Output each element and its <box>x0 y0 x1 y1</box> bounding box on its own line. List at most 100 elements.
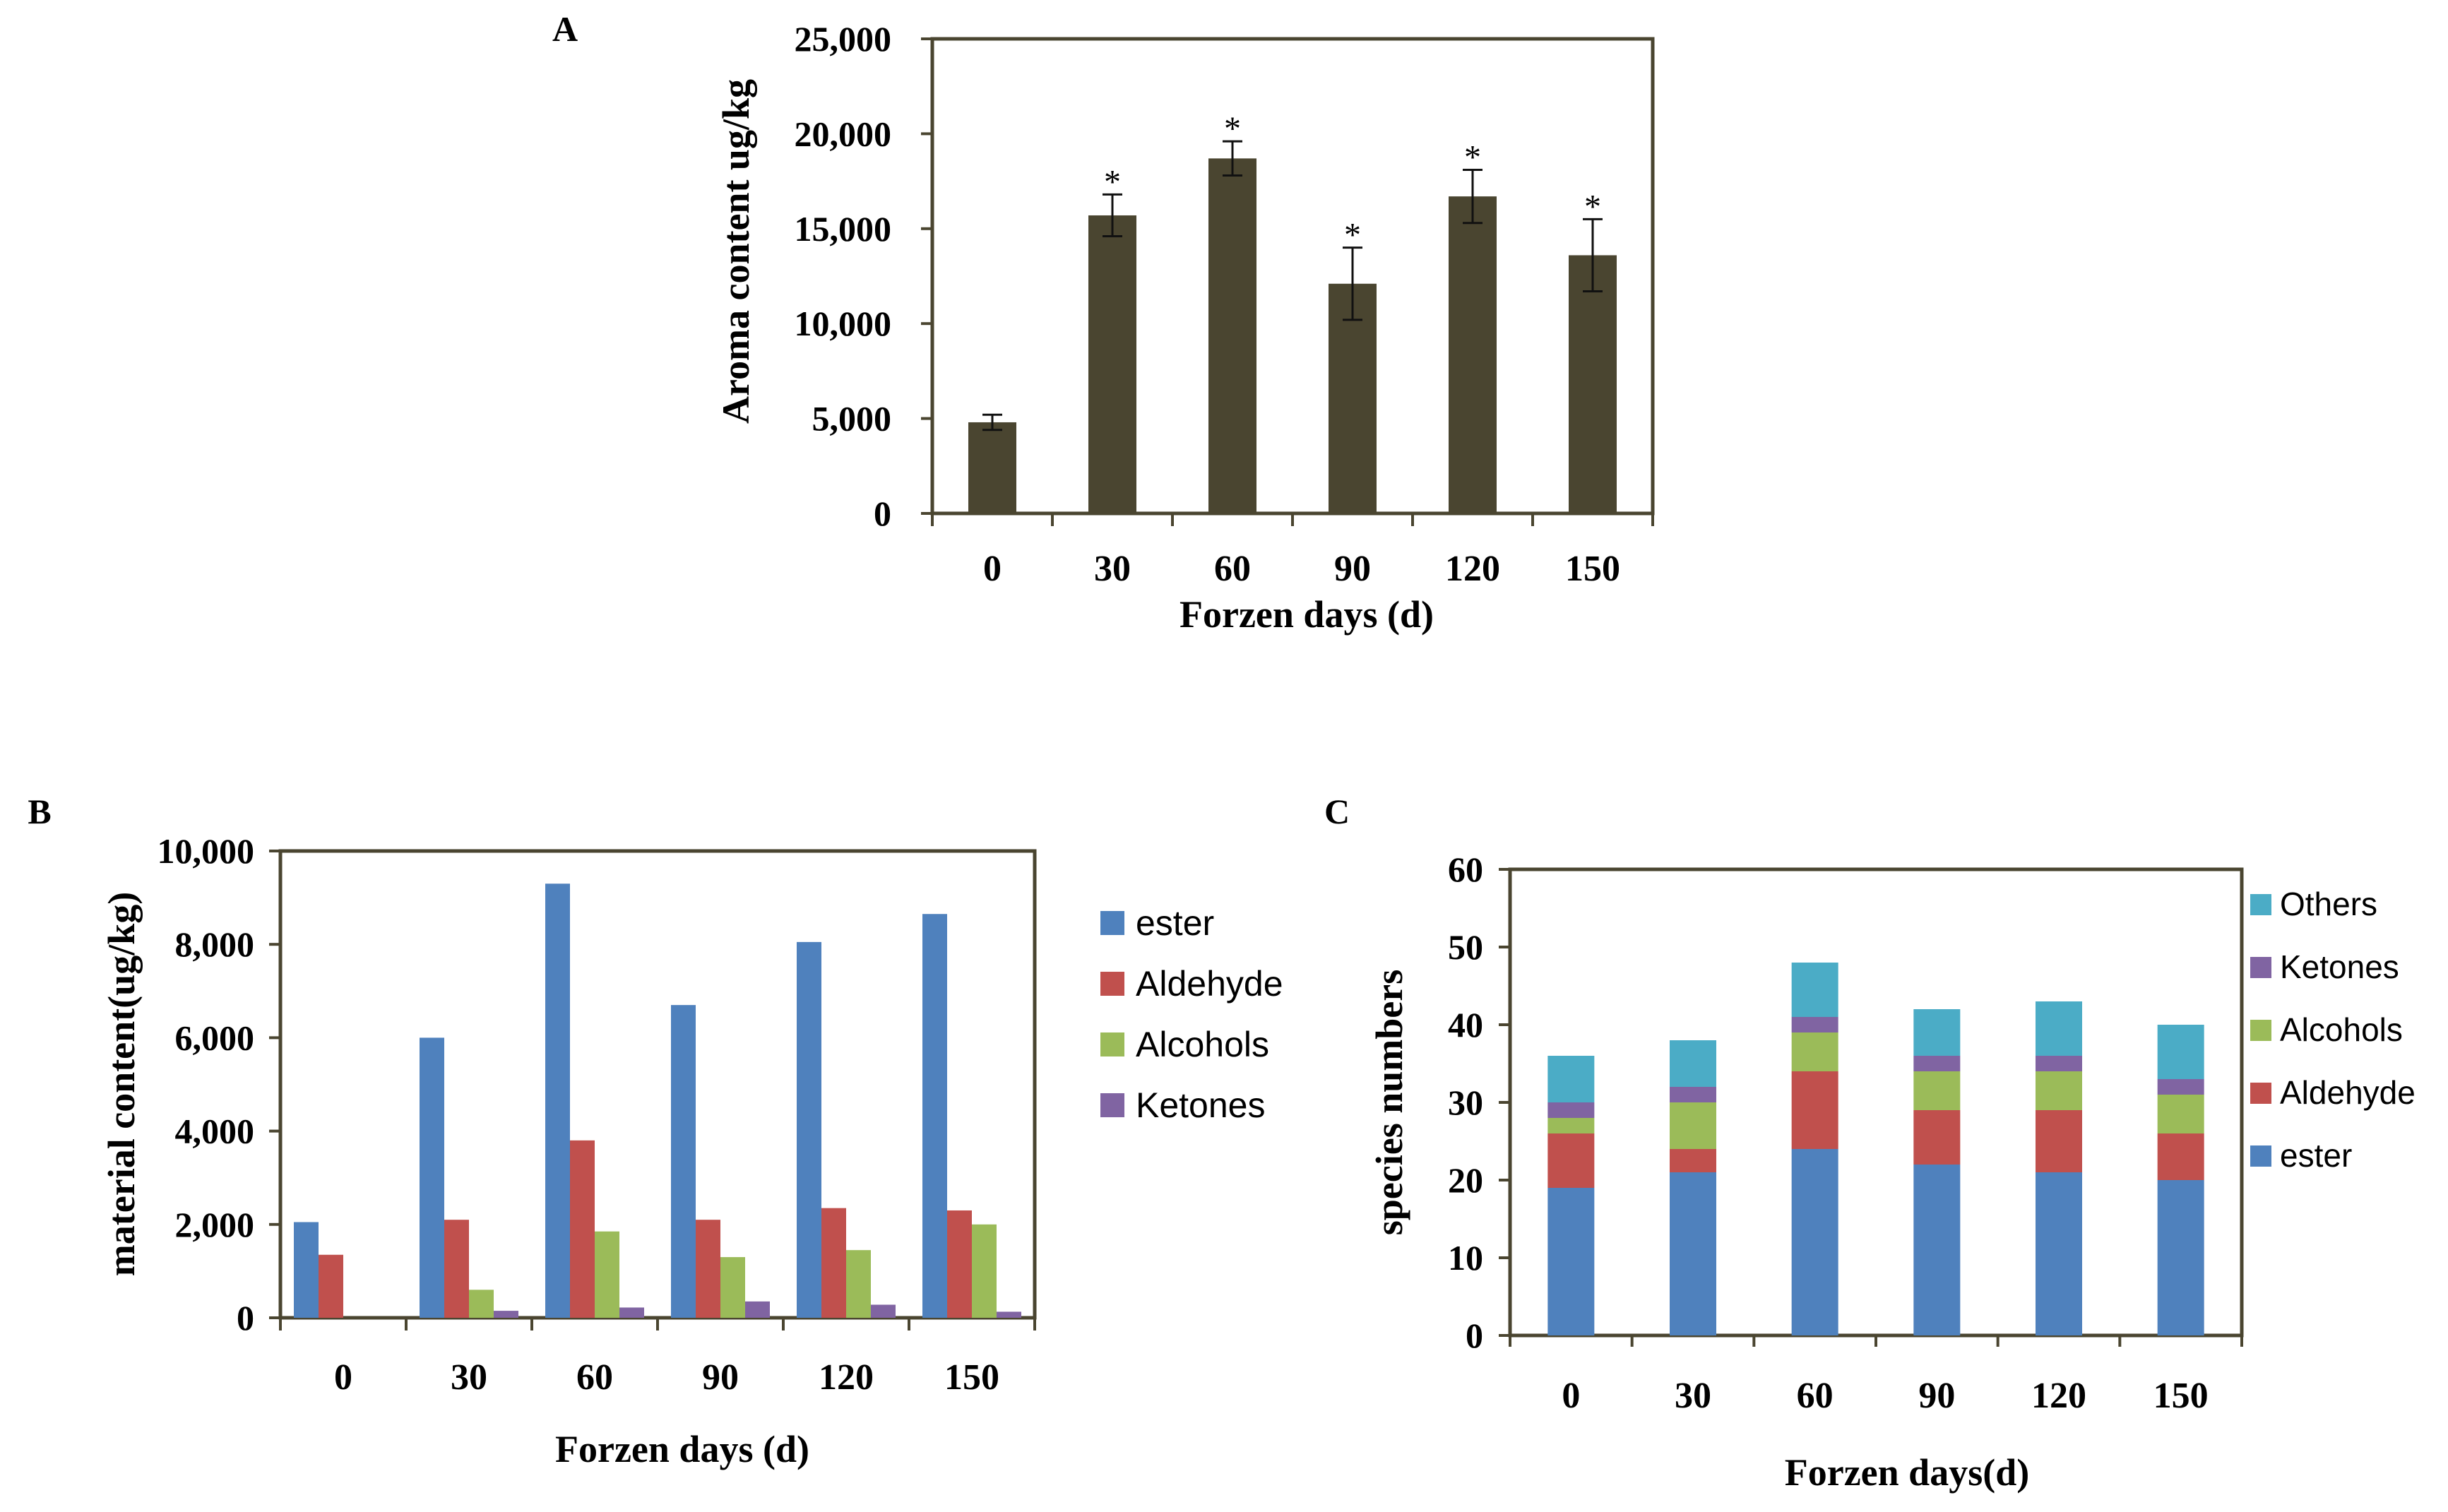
y-tick-label: 40 <box>1448 1005 1483 1044</box>
significance-star: * <box>1344 217 1361 254</box>
bar-ketones-30 <box>494 1311 518 1318</box>
panel-c-plot-frame <box>1508 867 2244 1338</box>
legend-swatch-alcohols <box>2250 1020 2271 1041</box>
segment-ester-90 <box>1913 1165 1961 1335</box>
legend-label-others: Others <box>2280 886 2377 922</box>
panel-b-legend: ester Aldehyde Alcohols Ketones <box>1100 903 1283 1125</box>
segment-ketones-60 <box>1791 1017 1838 1032</box>
significance-star: * <box>1464 138 1481 176</box>
y-tick-label: 25,000 <box>795 19 892 59</box>
segment-ester-120 <box>2036 1172 2082 1335</box>
segment-others-60 <box>1791 963 1838 1017</box>
bar-ketones-90 <box>745 1301 770 1318</box>
segment-ester-30 <box>1670 1172 1716 1335</box>
x-tick-label: 30 <box>1094 549 1131 589</box>
segment-others-120 <box>2036 1001 2082 1056</box>
segment-ester-150 <box>2157 1180 2204 1335</box>
segment-others-150 <box>2157 1025 2204 1079</box>
bar-ester-60 <box>545 883 570 1318</box>
panel-a: A 0 5,000 10,000 15,000 20,000 25,000 * * * * * 0… <box>552 9 1655 636</box>
panel-a-y-axis-title: Aroma content ug/kg <box>715 79 757 424</box>
y-tick-label: 20 <box>1448 1160 1483 1200</box>
significance-star: * <box>1584 188 1601 225</box>
segment-ketones-150 <box>2157 1079 2204 1095</box>
panel-c-x-ticks: 0 30 60 90 120 150 <box>1509 1335 2243 1416</box>
panel-a-letter: A <box>552 9 578 49</box>
legend-label-aldehyde: Aldehyde <box>2280 1074 2416 1111</box>
segment-aldehyde-90 <box>1913 1110 1961 1165</box>
segment-ester-60 <box>1791 1149 1838 1335</box>
significance-star: * <box>1224 110 1241 148</box>
segment-ketones-30 <box>1670 1087 1716 1102</box>
segment-ester-0 <box>1547 1188 1595 1335</box>
segment-aldehyde-0 <box>1547 1133 1595 1188</box>
x-tick-label: 120 <box>1445 549 1500 589</box>
legend-label-alcohols: Alcohols <box>1136 1025 1269 1064</box>
bar-30 <box>1088 215 1136 513</box>
panel-c-legend: Others Ketones Alcohols Aldehyde ester <box>2250 886 2416 1174</box>
bar-alcohols-120 <box>846 1250 871 1318</box>
segment-alcohols-120 <box>2036 1071 2082 1110</box>
bar-ester-30 <box>420 1037 444 1318</box>
x-tick-label: 120 <box>2031 1376 2086 1416</box>
bar-150 <box>1569 255 1617 513</box>
y-tick-label: 10 <box>1448 1238 1483 1278</box>
y-tick-label: 10,000 <box>795 304 892 343</box>
segment-others-30 <box>1670 1040 1716 1087</box>
segment-alcohols-60 <box>1791 1032 1838 1071</box>
segment-ketones-0 <box>1547 1102 1595 1118</box>
legend-swatch-ketones <box>2250 957 2271 978</box>
x-tick-label: 30 <box>451 1357 487 1398</box>
bar-aldehyde-30 <box>444 1220 469 1318</box>
legend-swatch-alcohols <box>1100 1032 1124 1056</box>
panel-c: C 0 10 20 30 40 50 60 0 30 60 90 120 150 Others Keto… <box>1324 792 2416 1494</box>
x-tick-label: 30 <box>1675 1376 1711 1416</box>
legend-label-ketones: Ketones <box>1136 1085 1265 1125</box>
legend-swatch-aldehyde <box>2250 1083 2271 1104</box>
y-tick-label: 10,000 <box>158 831 255 871</box>
panel-b-y-axis-title: material content(ug/kg) <box>100 892 143 1276</box>
segment-alcohols-30 <box>1670 1102 1716 1149</box>
segment-alcohols-150 <box>2157 1095 2204 1133</box>
bar-90 <box>1329 283 1377 513</box>
panel-c-y-ticks: 0 10 20 30 40 50 60 <box>1448 850 1510 1355</box>
segment-others-0 <box>1547 1056 1595 1102</box>
bar-aldehyde-150 <box>947 1210 972 1318</box>
y-tick-label: 0 <box>237 1298 254 1338</box>
x-tick-label: 90 <box>1334 549 1371 589</box>
bar-ketones-150 <box>997 1311 1021 1318</box>
panel-b-letter: B <box>28 792 51 831</box>
legend-label-ester: ester <box>2280 1137 2352 1174</box>
x-tick-label: 0 <box>1562 1376 1580 1416</box>
y-tick-label: 4,000 <box>175 1112 255 1151</box>
y-tick-label: 0 <box>874 494 891 533</box>
segment-others-90 <box>1913 1009 1961 1056</box>
panel-c-x-axis-title: Forzen days(d) <box>1785 1451 2029 1494</box>
bar-aldehyde-90 <box>696 1220 720 1318</box>
segment-ketones-120 <box>2036 1056 2082 1071</box>
x-tick-label: 150 <box>944 1357 999 1398</box>
y-tick-label: 0 <box>1466 1316 1483 1355</box>
bar-ester-90 <box>671 1005 696 1318</box>
bar-ketones-120 <box>871 1304 896 1318</box>
segment-aldehyde-150 <box>2157 1133 2204 1180</box>
segment-alcohols-0 <box>1547 1118 1595 1133</box>
panel-b-plot-frame <box>278 849 1037 1320</box>
panel-c-y-axis-title: species numbers <box>1368 970 1410 1236</box>
panel-a-bars: * * * * * <box>968 110 1617 513</box>
bar-ester-150 <box>922 914 947 1318</box>
x-tick-label: 0 <box>983 549 1002 589</box>
y-tick-label: 20,000 <box>795 114 892 153</box>
panel-c-letter: C <box>1324 792 1350 831</box>
x-tick-label: 90 <box>1918 1376 1955 1416</box>
legend-swatch-ketones <box>1100 1093 1124 1117</box>
panel-a-x-ticks: 0 30 60 90 120 150 <box>931 513 1654 589</box>
panel-a-x-axis-title: Forzen days (d) <box>1180 593 1434 636</box>
x-tick-label: 60 <box>1214 549 1251 589</box>
panel-b-y-ticks: 0 2,000 4,000 6,000 8,000 10,000 <box>158 831 280 1338</box>
y-tick-label: 30 <box>1448 1083 1483 1122</box>
y-tick-label: 60 <box>1448 850 1483 889</box>
x-tick-label: 0 <box>334 1357 352 1398</box>
panel-c-bars <box>1547 963 2204 1335</box>
